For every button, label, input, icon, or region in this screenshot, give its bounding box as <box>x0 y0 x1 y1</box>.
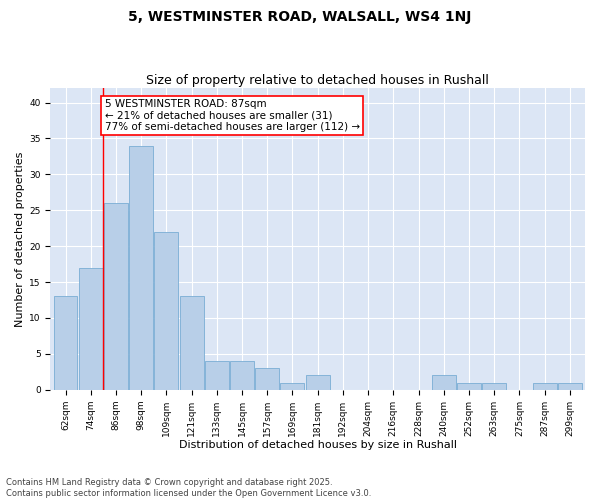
Text: 5, WESTMINSTER ROAD, WALSALL, WS4 1NJ: 5, WESTMINSTER ROAD, WALSALL, WS4 1NJ <box>128 10 472 24</box>
Bar <box>230 361 254 390</box>
Bar <box>533 382 557 390</box>
Bar <box>205 361 229 390</box>
Y-axis label: Number of detached properties: Number of detached properties <box>15 152 25 326</box>
Bar <box>179 296 203 390</box>
Bar <box>432 376 456 390</box>
Bar <box>79 268 103 390</box>
Title: Size of property relative to detached houses in Rushall: Size of property relative to detached ho… <box>146 74 489 87</box>
Text: Contains HM Land Registry data © Crown copyright and database right 2025.
Contai: Contains HM Land Registry data © Crown c… <box>6 478 371 498</box>
Bar <box>280 382 304 390</box>
Text: 5 WESTMINSTER ROAD: 87sqm
← 21% of detached houses are smaller (31)
77% of semi-: 5 WESTMINSTER ROAD: 87sqm ← 21% of detac… <box>104 99 360 132</box>
Bar <box>482 382 506 390</box>
X-axis label: Distribution of detached houses by size in Rushall: Distribution of detached houses by size … <box>179 440 457 450</box>
Bar <box>306 376 329 390</box>
Bar <box>154 232 178 390</box>
Bar <box>558 382 582 390</box>
Bar <box>53 296 77 390</box>
Bar <box>457 382 481 390</box>
Bar <box>129 146 153 390</box>
Bar <box>255 368 279 390</box>
Bar <box>104 203 128 390</box>
